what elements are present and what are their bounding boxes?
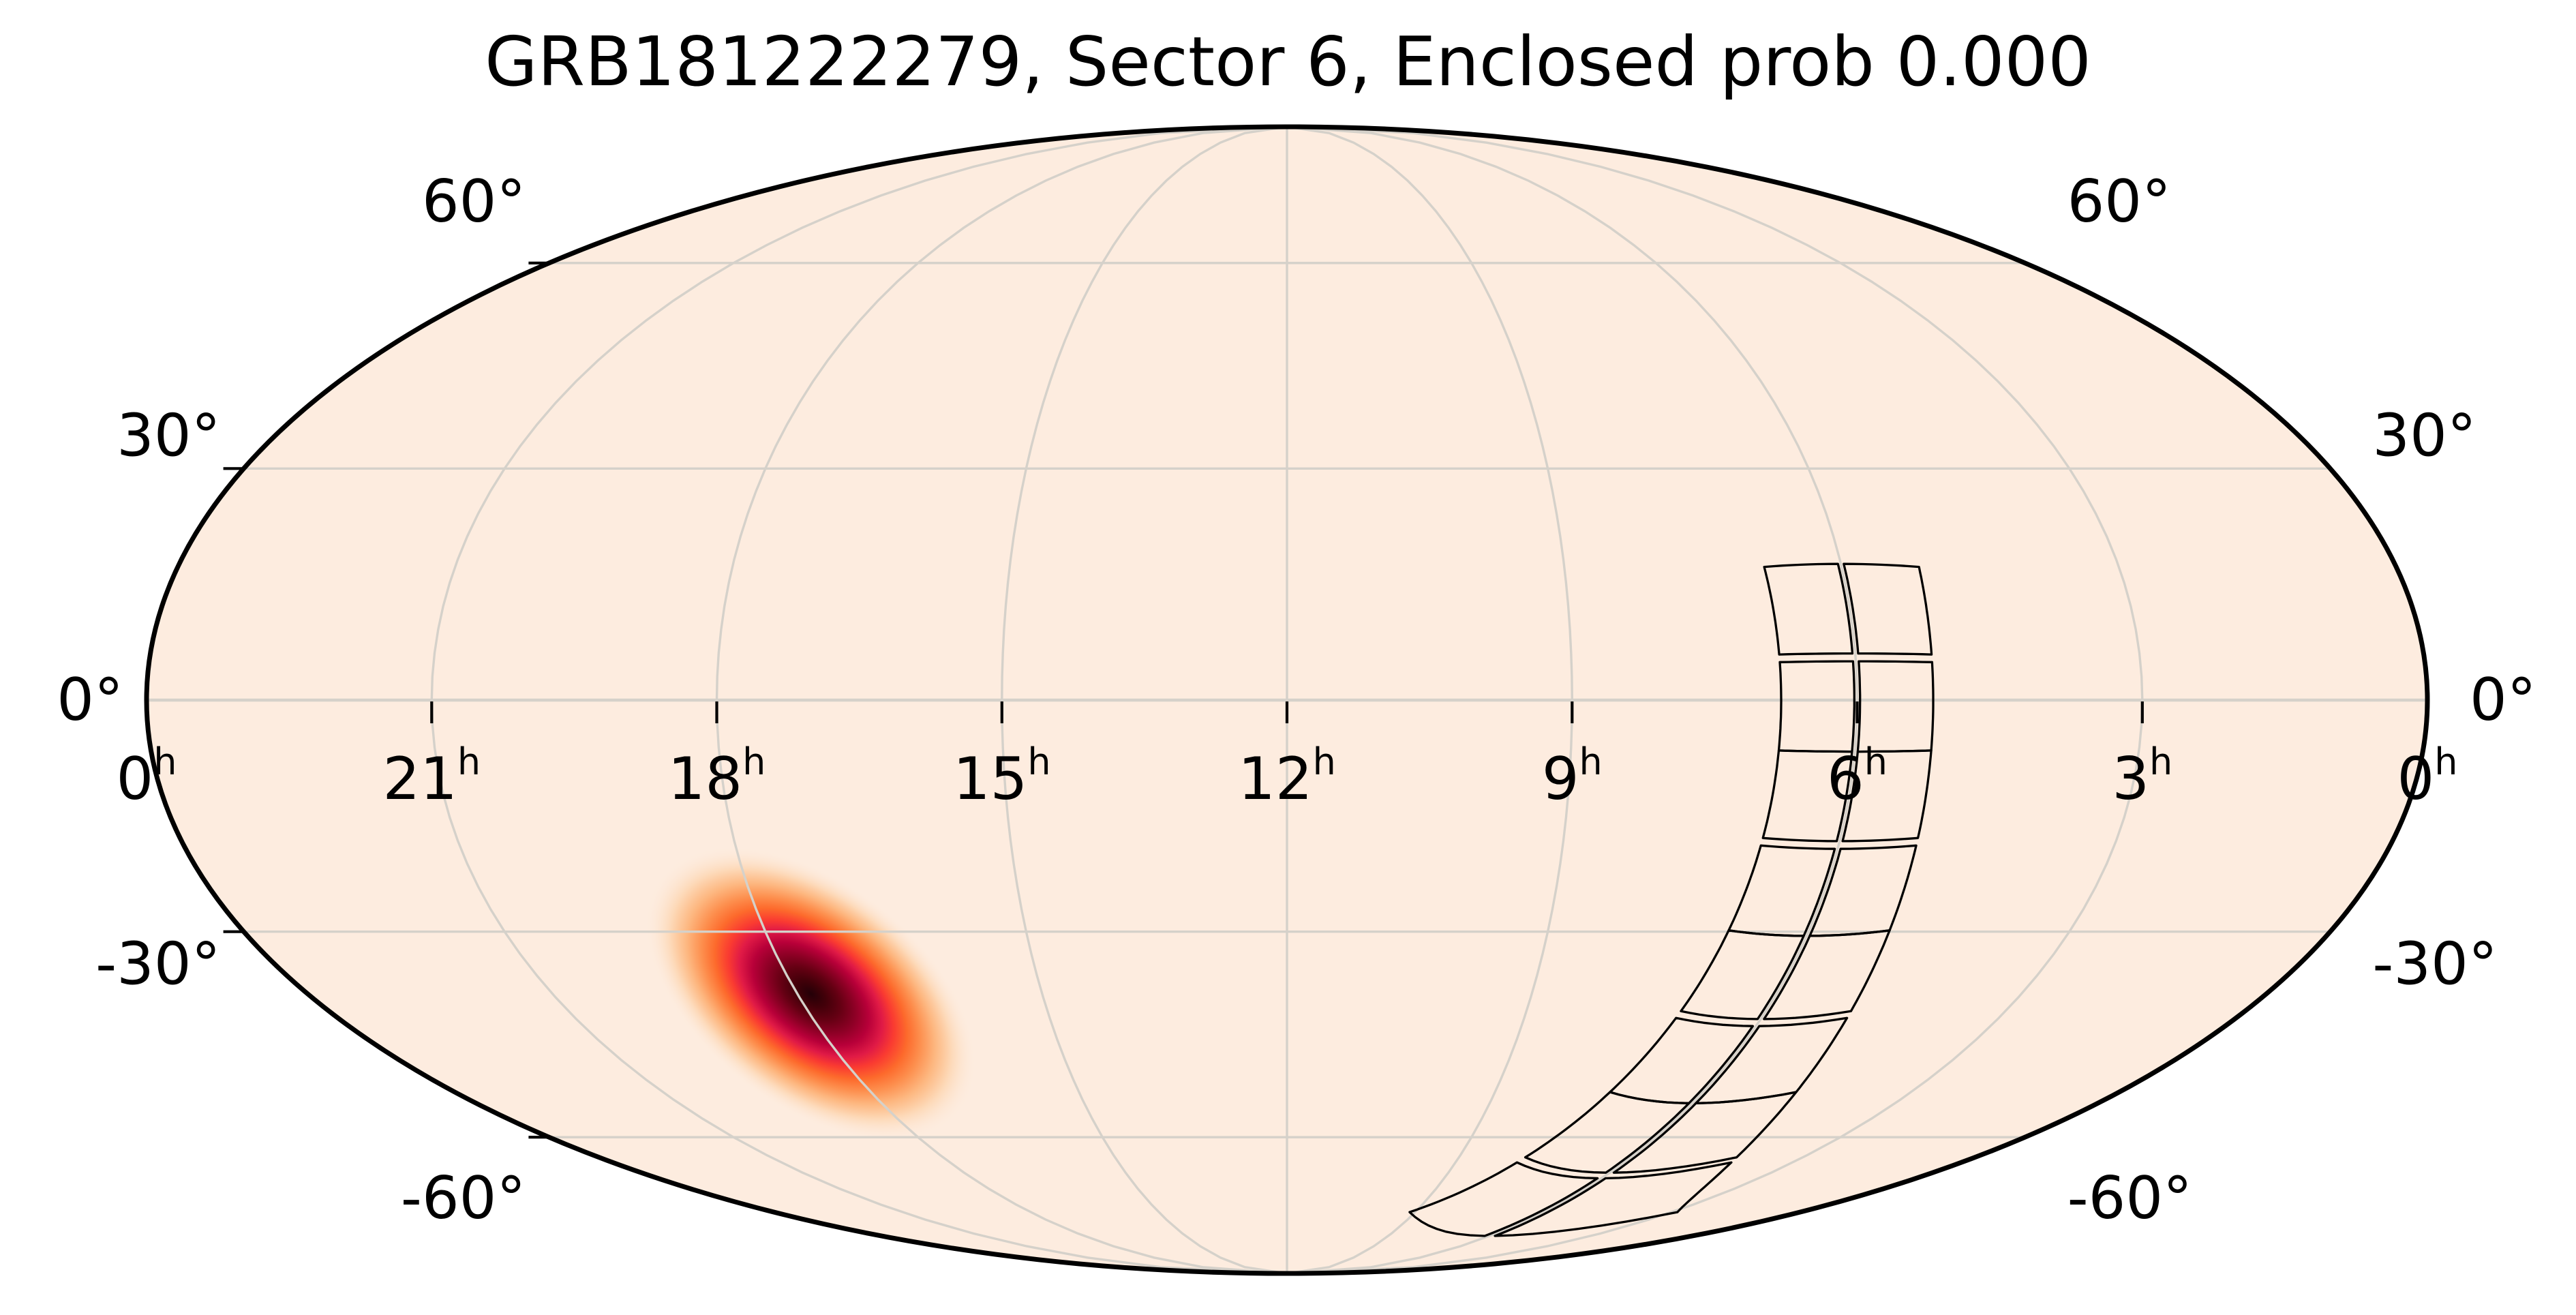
ra-label-0h: 0h	[2397, 740, 2458, 813]
ccd-outline-r2-c0	[1761, 749, 1853, 843]
dec-label-left-0: 0°	[57, 666, 123, 734]
meridian-ra-135	[1286, 125, 1574, 1275]
ra-label-6h: 6h	[1827, 740, 1888, 813]
dec-label-right-30: 30°	[2372, 402, 2476, 470]
ra-label-21h: 21h	[382, 740, 481, 813]
dec-label-right-60: 60°	[2067, 168, 2171, 236]
ccd-outline-r0-c0	[1763, 562, 1854, 656]
meridian-ra-315	[430, 125, 1288, 1275]
dec-tick-labels: 60° 60° 30° 30° 0° 0° -30° -30° -60° -60°	[57, 168, 2536, 1233]
ccd-outline-r2-c1	[1841, 749, 1933, 843]
ccd-outline-r7-c0	[1408, 1161, 1599, 1237]
ccd-outline-r7-c1	[1494, 1161, 1733, 1237]
dec-label-right--60: -60°	[2067, 1164, 2192, 1233]
dec-label-left-30: 30°	[117, 402, 220, 470]
ra-tick-labels: 0h 21h 18h 15h 12h 9h 6h 3h 0h	[117, 740, 2458, 813]
meridian-ra-225	[1001, 125, 1288, 1275]
dec-label-left--30: -30°	[95, 930, 220, 998]
ra-label-12h: 12h	[1238, 740, 1336, 813]
dec-label-left--60: -60°	[401, 1164, 526, 1233]
meridian-ra-90	[1286, 125, 1859, 1275]
ccd-outline-r6-c0	[1524, 1091, 1691, 1174]
ra-label-9h: 9h	[1542, 740, 1603, 813]
dec-label-right-0: 0°	[2470, 666, 2536, 734]
ra-label-18h: 18h	[668, 740, 766, 813]
ra-label-3h: 3h	[2112, 740, 2172, 813]
chart-title: GRB181222279, Sector 6, Enclosed prob 0.…	[485, 22, 2091, 102]
ccd-outline-r0-c1	[1843, 562, 1933, 656]
graticule	[147, 125, 2427, 1275]
ccd-outline-r4-c1	[1763, 929, 1891, 1021]
grb-probability-blob	[645, 846, 977, 1141]
ra-label-0h: 0h	[117, 740, 177, 813]
ccd-outline-r6-c1	[1612, 1091, 1798, 1174]
tick-marks	[223, 261, 2144, 1139]
map-border	[144, 124, 2430, 1276]
ra-label-15h: 15h	[953, 740, 1051, 813]
dec-label-left-60: 60°	[422, 168, 526, 236]
meridian-ra-45	[1286, 125, 2144, 1275]
ccd-outline-r4-c0	[1680, 929, 1805, 1021]
meridian-ra-270	[715, 125, 1288, 1275]
tess-sector-footprint	[1408, 562, 1935, 1237]
dec-label-right--30: -30°	[2372, 930, 2497, 998]
